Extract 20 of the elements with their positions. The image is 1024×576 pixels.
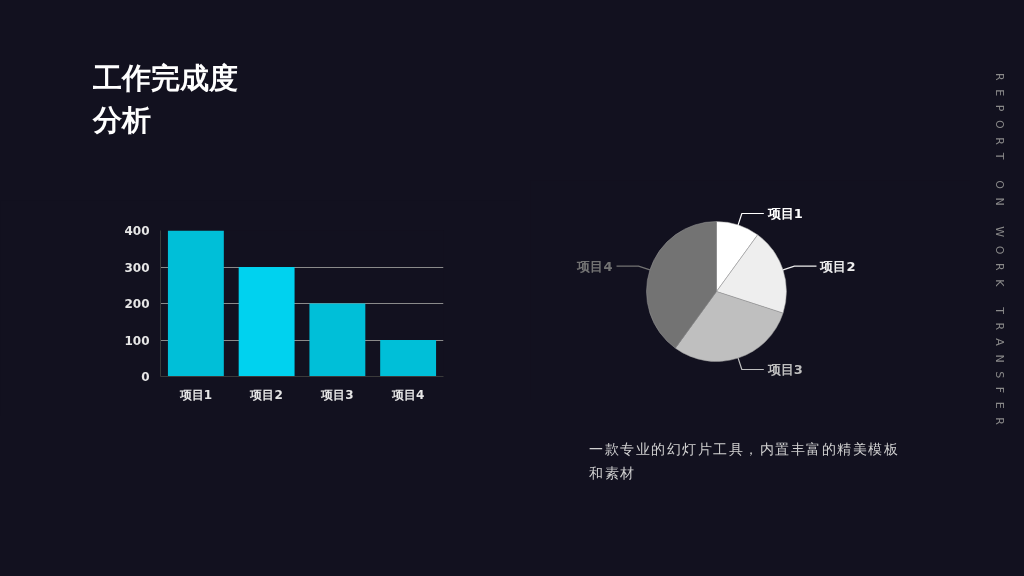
y-tick-label: 300: [124, 260, 150, 275]
slice-label: 项目3: [766, 361, 803, 377]
x-tick-label: 项目2: [249, 387, 283, 402]
text: REPORT ON WORK TRANSFER: [991, 73, 1007, 434]
chart-title: 工作完成度分析: [93, 60, 239, 139]
y-tick-label: 0: [141, 370, 150, 384]
bar: [238, 267, 295, 377]
bar: [380, 340, 437, 377]
x-tick-label: 项目1: [178, 387, 213, 402]
y-tick-label: 200: [124, 297, 150, 311]
bar: [309, 303, 366, 377]
bar: [167, 230, 224, 377]
slice-label: 项目4: [576, 258, 613, 274]
text: 一款专业的幻灯片工具，内置丰富的精美模板和素材: [589, 440, 900, 483]
slice-label: 项目2: [819, 258, 856, 274]
y-tick-label: 100: [124, 333, 150, 348]
slice-label: 项目1: [766, 206, 803, 222]
x-tick-label: 项目3: [320, 387, 354, 402]
y-tick-label: 400: [124, 224, 150, 238]
x-tick-label: 项目4: [390, 387, 425, 402]
